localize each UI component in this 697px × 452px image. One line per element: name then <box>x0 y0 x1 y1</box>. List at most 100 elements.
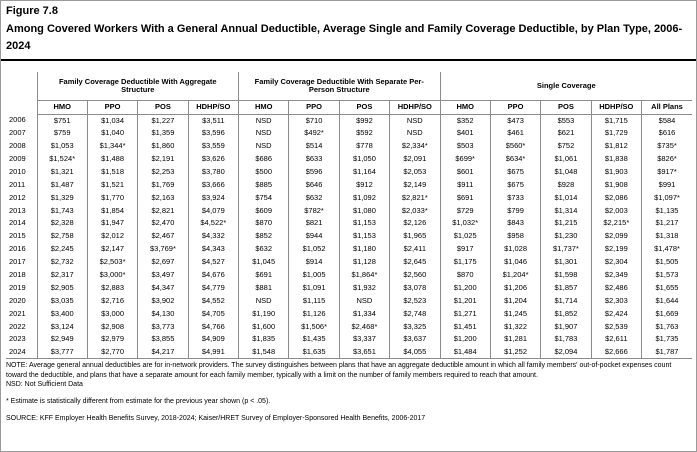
cell-value: $352 <box>439 114 491 127</box>
cell-value: $1,115 <box>288 294 340 308</box>
cell-value: $914 <box>288 255 340 269</box>
cell-value: $1,050 <box>338 152 391 166</box>
cell-value: $1,032* <box>439 217 491 231</box>
cell-value: $1,488 <box>86 152 139 166</box>
cell-value: $1,034 <box>86 114 139 127</box>
cell-value: $1,301 <box>540 255 592 269</box>
column-header: HMO <box>237 100 290 115</box>
header-corner <box>6 72 38 100</box>
group-header-row: Family Coverage Deductible With Aggregat… <box>6 72 692 101</box>
cell-value: $3,497 <box>137 268 189 282</box>
cell-value: $1,344* <box>86 139 139 153</box>
group-header: Family Coverage Deductible With Separate… <box>238 72 441 101</box>
table-row: 2014 $2,328 $1,947 $2,470 $4,522* $870 $821 $1,… <box>6 217 692 231</box>
cell-value: $1,487 <box>36 178 88 192</box>
cell-value: $2,821* <box>389 191 441 205</box>
cell-value: $2,523 <box>389 294 441 308</box>
cell-value: $1,334 <box>338 307 391 321</box>
cell-value: $3,337 <box>338 333 391 347</box>
cell-value: $1,435 <box>288 333 340 347</box>
cell-value: $1,230 <box>540 230 592 243</box>
row-year: 2006 <box>6 114 38 127</box>
cell-value: $2,424 <box>590 307 643 321</box>
cell-value: $2,908 <box>86 320 139 334</box>
cell-value: $4,527 <box>187 255 240 269</box>
cell-value: $991 <box>641 178 692 192</box>
cell-value: $752 <box>540 139 592 153</box>
nsd-definition: NSD: Not Sufficient Data <box>6 381 83 389</box>
cell-value: $1,860 <box>137 139 189 153</box>
column-header: HMO <box>439 100 491 115</box>
cell-value: $1,204* <box>489 268 542 282</box>
row-year: 2007 <box>6 126 38 140</box>
cell-value: $1,175 <box>439 255 491 269</box>
row-year: 2023 <box>6 333 38 347</box>
row-year: 2013 <box>6 204 38 218</box>
cell-value: $1,932 <box>338 281 391 295</box>
cell-value: $691 <box>439 191 491 205</box>
cell-value: NSD <box>389 126 441 140</box>
cell-value: $870 <box>237 217 290 231</box>
cell-value: $3,078 <box>389 281 441 295</box>
cell-value: $609 <box>237 204 290 218</box>
cell-value: $1,505 <box>641 255 692 269</box>
cell-value: $2,770 <box>86 346 139 360</box>
cell-value: $2,716 <box>86 294 139 308</box>
cell-value: $2,883 <box>86 281 139 295</box>
cell-value: $1,737* <box>540 242 592 256</box>
column-header: PPO <box>489 100 542 115</box>
cell-value: $596 <box>288 165 340 179</box>
cell-value: $1,126 <box>288 307 340 321</box>
cell-value: $1,743 <box>36 204 88 218</box>
cell-value: $870 <box>439 268 491 282</box>
cell-value: $1,787 <box>641 346 692 360</box>
cell-value: $1,573 <box>641 268 692 282</box>
row-year: 2018 <box>6 268 38 282</box>
row-year: 2017 <box>6 255 38 269</box>
cell-value: $3,035 <box>36 294 88 308</box>
cell-value: $1,835 <box>237 333 290 347</box>
cell-value: $735* <box>641 139 692 153</box>
row-year: 2019 <box>6 281 38 295</box>
cell-value: $2,149 <box>389 178 441 192</box>
cell-value: $4,079 <box>187 204 240 218</box>
cell-value: $1,314 <box>540 204 592 218</box>
cell-value: $1,521 <box>86 178 139 192</box>
cell-value: $2,253 <box>137 165 189 179</box>
cell-value: $3,769* <box>137 242 189 256</box>
cell-value: $1,669 <box>641 307 692 321</box>
cell-value: $1,729 <box>590 126 643 140</box>
cell-value: $2,697 <box>137 255 189 269</box>
table-row: 2008 $1,053 $1,344* $1,860 $3,559 NSD $514 $778… <box>6 139 692 153</box>
row-year: 2016 <box>6 242 38 256</box>
cell-value: $1,947 <box>86 217 139 231</box>
cell-value: $1,204 <box>489 294 542 308</box>
cell-value: $1,271 <box>439 307 491 321</box>
cell-value: $1,097* <box>641 191 692 205</box>
cell-value: $2,467 <box>137 230 189 243</box>
table-row: 2024 $3,777 $2,770 $4,217 $4,991 $1,548 $1,635… <box>6 346 692 360</box>
cell-value: $553 <box>540 114 592 127</box>
cell-value: $621 <box>540 126 592 140</box>
row-year: 2009 <box>6 152 38 166</box>
cell-value: $1,014 <box>540 191 592 205</box>
cell-value: $592 <box>338 126 391 140</box>
cell-value: $4,343 <box>187 242 240 256</box>
cell-value: $1,206 <box>489 281 542 295</box>
cell-value: $1,040 <box>86 126 139 140</box>
cell-value: NSD <box>237 139 290 153</box>
column-header: POS <box>540 100 592 115</box>
cell-value: $1,852 <box>540 307 592 321</box>
cell-value: $1,025 <box>439 230 491 243</box>
cell-value: $1,506* <box>288 320 340 334</box>
cell-value: $2,033* <box>389 204 441 218</box>
cell-value: $1,180 <box>338 242 391 256</box>
cell-value: NSD <box>237 114 290 127</box>
cell-value: $1,227 <box>137 114 189 127</box>
cell-value: $2,748 <box>389 307 441 321</box>
cell-value: $1,201 <box>439 294 491 308</box>
table-row: 2010 $1,321 $1,518 $2,253 $3,780 $500 $596 $1,1… <box>6 165 692 179</box>
table-body: 2006 $751 $1,034 $1,227 $3,511 NSD $710 $992 NSD… <box>6 114 692 360</box>
cell-value: $686 <box>237 152 290 166</box>
table-row: 2009 $1,524* $1,488 $2,191 $3,626 $686 $633 $1,… <box>6 152 692 166</box>
